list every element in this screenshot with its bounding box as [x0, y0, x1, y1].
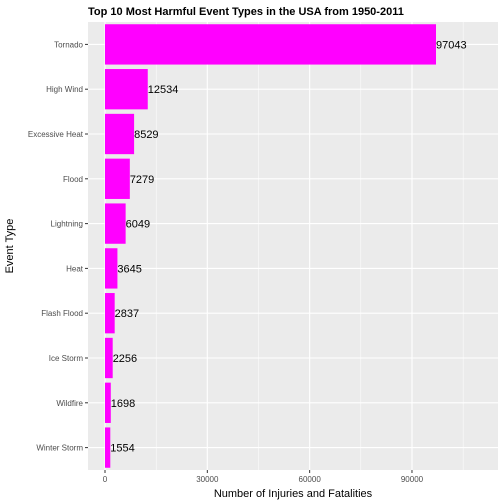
x-tick-label: 0	[103, 475, 108, 484]
data-label: 2837	[115, 308, 139, 320]
data-label: 2256	[113, 353, 137, 365]
x-tick-label: 30000	[196, 475, 219, 484]
bar	[105, 248, 118, 289]
data-label: 12534	[148, 84, 179, 96]
y-tick-label: Tornado	[54, 40, 83, 49]
bar	[105, 158, 130, 199]
y-tick-label: Heat	[66, 264, 84, 273]
bars	[105, 24, 436, 468]
x-tick-label: 90000	[401, 475, 424, 484]
bar	[105, 382, 111, 423]
x-axis-title: Number of Injuries and Fatalities	[214, 488, 373, 500]
bar	[105, 113, 135, 155]
data-label: 3645	[117, 263, 141, 275]
y-tick-label: Flood	[63, 175, 83, 184]
data-label: 1554	[110, 443, 134, 455]
data-label: 97043	[436, 39, 467, 51]
bar	[105, 293, 115, 334]
y-tick-label: Flash Flood	[41, 309, 83, 318]
chart-title: Top 10 Most Harmful Event Types in the U…	[88, 6, 404, 18]
data-label: 7279	[130, 174, 154, 186]
x-tick-label: 60000	[299, 475, 322, 484]
bar	[105, 24, 436, 65]
data-labels: 97043 12534 8529 7279 6049 3645 2837 2256 1698 15…	[110, 39, 466, 454]
bar	[105, 69, 148, 110]
data-label: 6049	[126, 219, 150, 231]
y-tick-label: Wildfire	[56, 399, 83, 408]
bar	[105, 427, 111, 468]
x-axis: 0 30000 60000 90000	[103, 470, 424, 484]
y-axis-title: Event Type	[4, 219, 16, 274]
data-label: 8529	[134, 129, 158, 141]
y-tick-label: High Wind	[46, 85, 83, 94]
bar	[105, 203, 126, 244]
data-label: 1698	[111, 398, 135, 410]
y-tick-label: Winter Storm	[36, 444, 83, 453]
y-axis: Tornado High Wind Excessive Heat Flood Light…	[28, 40, 88, 453]
y-tick-label: Ice Storm	[49, 354, 84, 363]
bar	[105, 337, 113, 379]
y-tick-label: Lightning	[51, 220, 83, 229]
y-tick-label: Excessive Heat	[28, 130, 84, 139]
